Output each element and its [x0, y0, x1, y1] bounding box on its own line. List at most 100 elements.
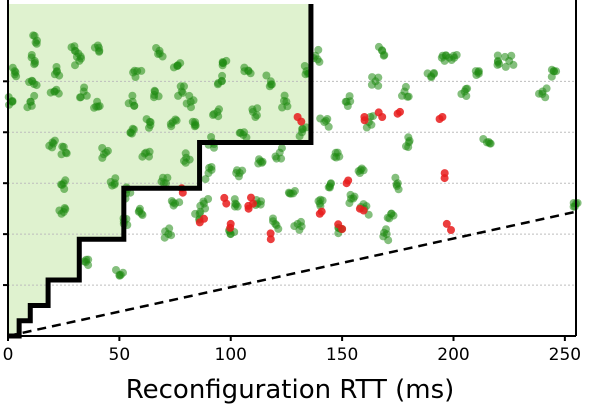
data-point-green: [335, 152, 344, 161]
data-point-green: [110, 180, 119, 189]
data-point-green: [324, 122, 333, 131]
data-point-green: [154, 50, 163, 58]
data-point-green: [535, 89, 543, 98]
data-point-green: [150, 93, 158, 102]
data-point-green: [271, 152, 280, 161]
data-point-red: [317, 207, 326, 216]
x-tick-label: 250: [549, 345, 581, 365]
data-point-green: [76, 93, 84, 102]
data-point-green: [142, 115, 151, 124]
data-point-red: [359, 206, 368, 215]
data-point-green: [240, 63, 249, 72]
data-point-green: [447, 56, 456, 64]
data-point-green: [158, 173, 167, 182]
data-point-red: [247, 193, 255, 202]
data-point-green: [218, 58, 227, 66]
data-point-green: [210, 110, 218, 118]
data-point-green: [167, 231, 176, 240]
data-point-green: [437, 53, 446, 62]
data-point-green: [180, 82, 188, 91]
data-point-red: [266, 235, 275, 244]
data-point-green: [61, 176, 70, 185]
data-point-green: [313, 55, 322, 64]
data-point-green: [112, 266, 120, 274]
x-axis-label: Reconfiguration RTT (ms): [126, 375, 455, 405]
data-point-green: [429, 69, 438, 78]
data-point-green: [72, 52, 81, 61]
data-point-green: [542, 84, 551, 93]
data-point-green: [379, 232, 388, 241]
data-point-green: [92, 102, 101, 111]
data-point-green: [187, 103, 195, 112]
data-point-red: [440, 169, 449, 178]
data-point-green: [382, 225, 390, 234]
data-point-green: [230, 195, 239, 204]
data-point-green: [167, 122, 176, 131]
data-point-red: [442, 219, 451, 228]
data-point-green: [137, 66, 146, 75]
data-point-green: [30, 91, 39, 100]
data-point-green: [138, 211, 147, 219]
data-point-green: [165, 224, 174, 233]
data-point-green: [318, 196, 327, 205]
data-point-green: [359, 166, 368, 175]
data-point-green: [58, 142, 67, 151]
data-point-green: [191, 121, 200, 130]
data-point-green: [30, 31, 39, 40]
data-point-green: [138, 152, 147, 161]
data-point-green: [402, 142, 410, 151]
data-point-green: [135, 204, 144, 213]
x-ticks: 0 50 100 150 200 250: [3, 336, 581, 365]
data-point-green: [93, 41, 102, 50]
data-point-green: [201, 175, 210, 184]
x-tick-label: 150: [326, 345, 358, 365]
data-point-green: [367, 80, 376, 89]
data-point-green: [284, 188, 293, 197]
lines-layer: [7, 4, 577, 339]
data-point-green: [80, 83, 89, 92]
data-point-green: [71, 61, 79, 70]
data-points: [4, 31, 582, 280]
data-point-green: [30, 80, 38, 88]
data-point-green: [128, 91, 137, 100]
data-point-green: [297, 217, 305, 226]
data-point-green: [316, 114, 325, 123]
data-point-red: [344, 176, 353, 185]
data-point-red: [297, 117, 306, 126]
data-point-green: [160, 233, 169, 242]
data-point-green: [374, 73, 383, 82]
data-point-green: [345, 199, 354, 208]
data-point-green: [274, 224, 283, 233]
x-tick-label: 50: [109, 345, 131, 365]
x-tick-label: 0: [3, 345, 14, 365]
data-point-green: [235, 128, 244, 137]
data-point-green: [50, 136, 59, 145]
data-point-green: [324, 183, 333, 192]
data-point-green: [189, 96, 198, 105]
data-point-green: [301, 70, 310, 79]
data-point-green: [145, 123, 153, 132]
data-point-green: [391, 173, 400, 182]
data-point-green: [81, 258, 90, 267]
data-point-green: [423, 69, 432, 78]
data-point-green: [171, 115, 180, 124]
data-point-green: [383, 213, 392, 222]
data-point-red: [393, 109, 402, 118]
data-point-green: [346, 190, 355, 199]
data-point-red: [360, 116, 369, 125]
data-point-green: [401, 82, 410, 91]
data-point-green: [215, 105, 223, 114]
data-point-red: [220, 193, 229, 202]
data-point-green: [10, 70, 19, 79]
data-point-green: [462, 92, 471, 100]
data-point-green: [98, 153, 107, 162]
data-point-green: [129, 68, 138, 77]
frontier-step-line: [8, 4, 314, 339]
data-point-green: [98, 144, 107, 152]
data-point-green: [479, 135, 488, 143]
data-point-green: [233, 166, 241, 175]
data-point-green: [367, 120, 376, 129]
data-point-green: [552, 67, 561, 76]
data-point-green: [452, 51, 461, 59]
